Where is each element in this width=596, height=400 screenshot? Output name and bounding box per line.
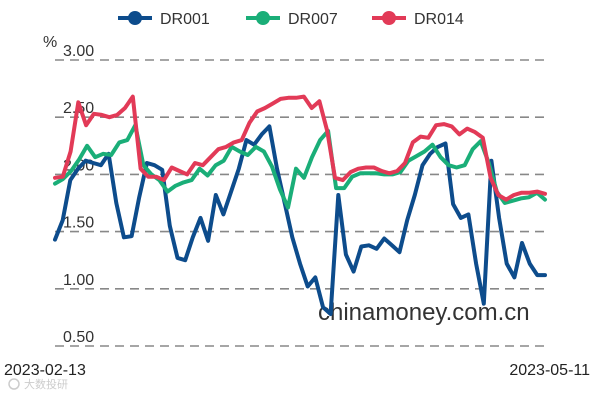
legend-marker: [382, 11, 396, 25]
brand-logo: 大数投研: [8, 377, 68, 391]
legend-marker: [256, 11, 270, 25]
y-tick-label: 1.00: [63, 272, 94, 289]
y-tick-label: 0.50: [63, 329, 94, 346]
x-axis-start-label: 2023-02-13: [4, 362, 86, 379]
logo-icon: [8, 378, 20, 390]
logo-text: 大数投研: [24, 377, 68, 391]
series-line-dr007: [53, 123, 547, 210]
series-line-dr001: [53, 124, 547, 316]
series-lines: [53, 94, 547, 316]
x-axis-end-label: 2023-05-11: [509, 362, 590, 379]
legend-label-dr007: DR007: [288, 11, 338, 28]
y-tick-label: 3.00: [63, 43, 94, 60]
legend: DR001 DR007 DR014: [118, 11, 464, 28]
y-tick-label: 1.50: [63, 215, 94, 232]
legend-label-dr001: DR001: [160, 11, 210, 28]
legend-marker: [128, 11, 142, 25]
watermark: chinamoney.com.cn: [318, 299, 530, 326]
legend-label-dr014: DR014: [414, 11, 464, 28]
y-axis-unit: %: [43, 34, 57, 51]
series-line-dr014: [53, 94, 547, 202]
